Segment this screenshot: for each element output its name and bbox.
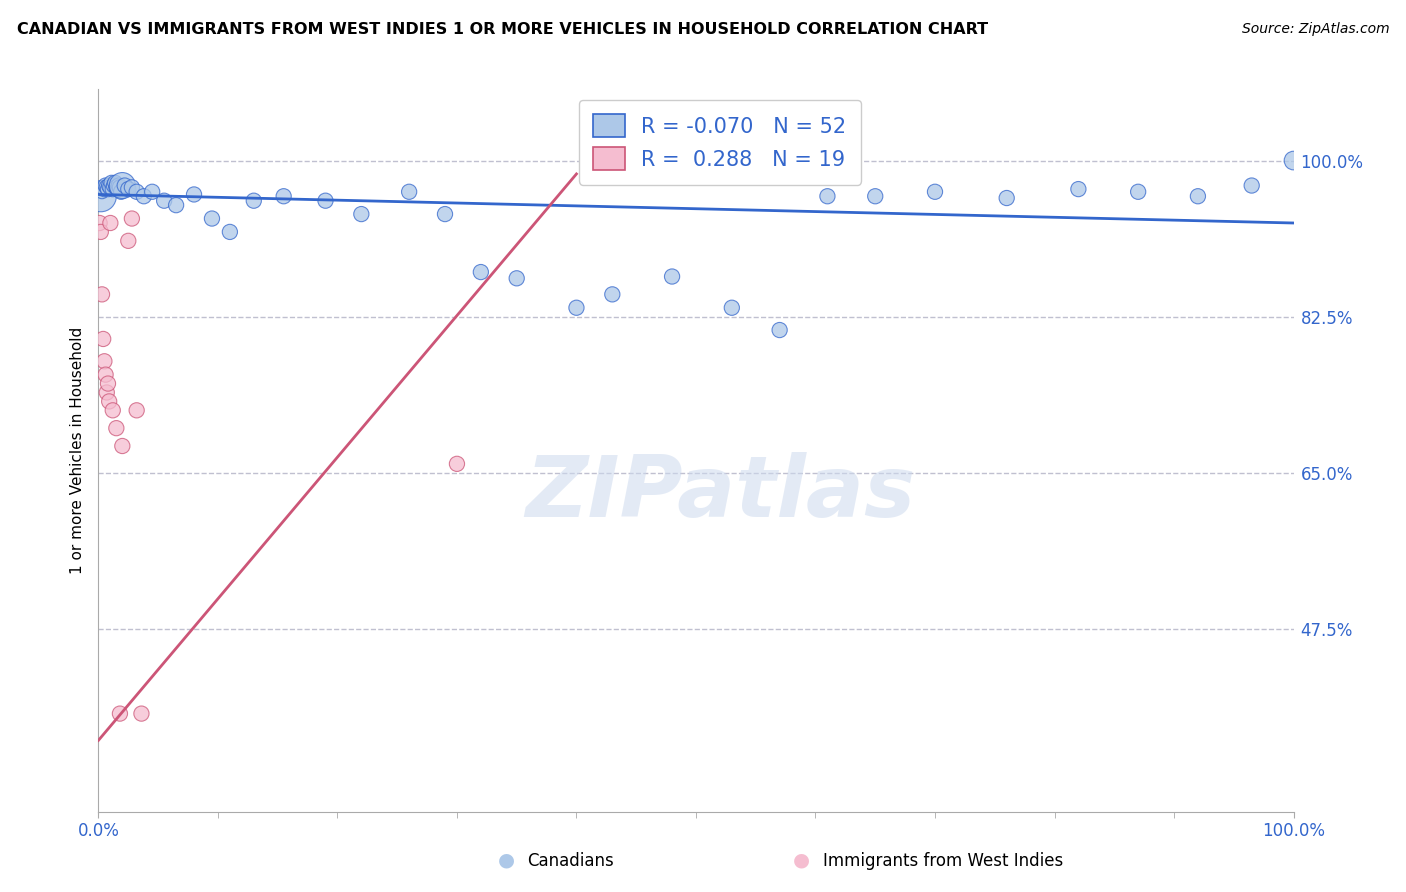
- Text: Canadians: Canadians: [527, 852, 614, 870]
- Point: [107, 178, 129, 193]
- Point: [98, 178, 121, 193]
- Point: [98, 394, 121, 409]
- Point: [815, 189, 838, 203]
- Point: [125, 403, 148, 417]
- Point: [721, 301, 744, 315]
- Point: [117, 182, 139, 196]
- Point: [125, 185, 148, 199]
- Point: [1282, 153, 1305, 168]
- Y-axis label: 1 or more Vehicles in Household: 1 or more Vehicles in Household: [69, 326, 84, 574]
- Point: [100, 176, 122, 190]
- Point: [111, 439, 134, 453]
- Point: [121, 180, 143, 194]
- Point: [131, 706, 153, 721]
- Point: [89, 216, 111, 230]
- Point: [93, 182, 115, 196]
- Point: [105, 180, 128, 194]
- Point: [219, 225, 242, 239]
- Point: [165, 198, 187, 212]
- Point: [98, 216, 122, 230]
- Text: ZIPatlas: ZIPatlas: [524, 452, 915, 535]
- Point: [91, 332, 114, 346]
- Point: [153, 194, 176, 208]
- Point: [93, 354, 115, 368]
- Point: [350, 207, 373, 221]
- Point: [132, 189, 155, 203]
- Point: [865, 189, 887, 203]
- Point: [273, 189, 295, 203]
- Point: [768, 323, 790, 337]
- Point: [114, 178, 136, 193]
- Point: [995, 191, 1018, 205]
- Text: Source: ZipAtlas.com: Source: ZipAtlas.com: [1241, 22, 1389, 37]
- Point: [97, 376, 120, 391]
- Point: [1128, 185, 1150, 199]
- Point: [243, 194, 266, 208]
- Point: [110, 185, 132, 199]
- Point: [602, 287, 624, 301]
- Point: [1067, 182, 1090, 196]
- Point: [111, 178, 134, 193]
- Point: [90, 225, 112, 239]
- Point: [98, 180, 122, 194]
- Text: Immigrants from West Indies: Immigrants from West Indies: [823, 852, 1063, 870]
- Point: [661, 269, 683, 284]
- Point: [141, 185, 163, 199]
- Point: [315, 194, 337, 208]
- Point: [107, 182, 129, 196]
- Text: ●: ●: [793, 851, 810, 870]
- Point: [96, 180, 118, 194]
- Point: [1187, 189, 1209, 203]
- Legend: R = -0.070   N = 52, R =  0.288   N = 19: R = -0.070 N = 52, R = 0.288 N = 19: [579, 100, 860, 185]
- Point: [201, 211, 224, 226]
- Point: [90, 189, 112, 203]
- Point: [104, 176, 127, 190]
- Point: [470, 265, 492, 279]
- Point: [94, 178, 117, 193]
- Point: [398, 185, 420, 199]
- Point: [91, 180, 114, 194]
- Point: [105, 421, 128, 435]
- Point: [434, 207, 457, 221]
- Point: [924, 185, 946, 199]
- Point: [506, 271, 529, 285]
- Point: [94, 368, 117, 382]
- Text: CANADIAN VS IMMIGRANTS FROM WEST INDIES 1 OR MORE VEHICLES IN HOUSEHOLD CORRELAT: CANADIAN VS IMMIGRANTS FROM WEST INDIES …: [17, 22, 988, 37]
- Point: [1240, 178, 1263, 193]
- Point: [565, 301, 588, 315]
- Point: [101, 182, 124, 196]
- Point: [117, 234, 139, 248]
- Point: [183, 187, 205, 202]
- Point: [97, 182, 120, 196]
- Point: [91, 287, 114, 301]
- Point: [108, 706, 131, 721]
- Point: [101, 403, 124, 417]
- Point: [96, 385, 118, 400]
- Point: [121, 211, 143, 226]
- Point: [103, 178, 125, 193]
- Point: [108, 180, 131, 194]
- Point: [91, 185, 114, 199]
- Text: ●: ●: [498, 851, 515, 870]
- Point: [446, 457, 468, 471]
